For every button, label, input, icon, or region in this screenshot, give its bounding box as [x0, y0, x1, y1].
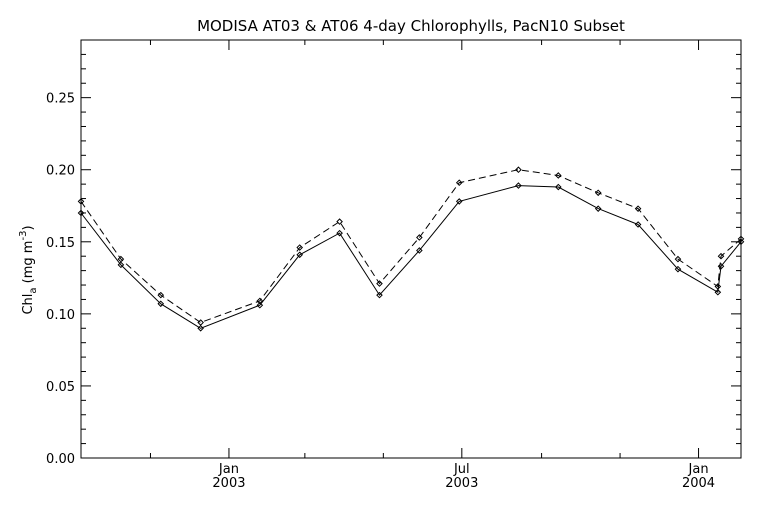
series-line-2: [80, 169, 742, 324]
series-1-marker: [634, 221, 642, 228]
series-2-marker: [717, 252, 725, 260]
series-1-marker: [714, 288, 722, 296]
y-axis-label: Chla (mg m-3): [18, 225, 39, 314]
series-2-marker: [197, 319, 204, 326]
y-axis-label-base: Chl: [21, 294, 36, 315]
series-2-marker: [296, 244, 304, 251]
y-tick-label: 0.05: [46, 380, 75, 395]
plot-frame: [80, 39, 742, 459]
series-2-marker: [256, 297, 264, 305]
x-tick-label-month: Jan: [218, 462, 239, 477]
series-layer: [77, 166, 745, 332]
series-2-marker: [157, 291, 165, 299]
y-axis-label-subscript: a: [28, 287, 39, 293]
series-1-marker: [555, 183, 562, 191]
y-axis-label-units-open: (mg m: [21, 241, 36, 288]
series-1-marker: [117, 261, 125, 269]
series-2-marker: [376, 280, 383, 287]
y-tick-label: 0.15: [46, 236, 75, 251]
y-tick-label: 0.10: [46, 308, 75, 323]
series-1-marker: [674, 265, 682, 273]
series-1-marker: [594, 205, 602, 212]
series-1-marker: [455, 198, 463, 205]
x-tick-label-month: Jan: [688, 462, 709, 477]
x-tick-label-year: 2003: [212, 476, 245, 491]
series-1-marker: [717, 262, 725, 270]
series-1-marker: [515, 182, 522, 189]
y-tick-label: 0.25: [46, 92, 75, 107]
series-1-marker: [376, 291, 383, 299]
series-line-1: [80, 185, 742, 329]
series-2-marker: [455, 179, 463, 187]
series-1-marker: [197, 324, 204, 332]
series-1-marker: [416, 247, 423, 254]
series-2-marker: [634, 205, 642, 212]
series-1-marker: [157, 300, 165, 308]
x-tick-label-month: Jul: [453, 462, 470, 477]
y-ticks: 0.00 0.05 0.10 0.15 0.20 0.25: [46, 39, 741, 467]
series-2-marker: [77, 198, 85, 205]
series-2-marker: [555, 172, 562, 179]
series-2-marker: [515, 166, 522, 174]
series-1-marker: [336, 229, 343, 237]
y-tick-label: 0.20: [46, 164, 75, 179]
x-tick-label-year: 2004: [682, 476, 715, 491]
x-tick-label-year: 2003: [445, 476, 478, 491]
series-1-marker: [256, 301, 264, 309]
series-1-marker: [77, 209, 85, 217]
series-1-marker: [296, 251, 304, 259]
series-2-marker: [737, 235, 745, 243]
y-tick-label: 0.00: [46, 452, 75, 467]
chart-title: MODISA AT03 & AT06 4-day Chlorophylls, P…: [197, 17, 625, 35]
series-2-marker: [714, 283, 722, 290]
series-2-marker: [416, 234, 423, 241]
y-axis-label-superscript: -3: [18, 231, 29, 241]
svg-text:Chla (mg m-3): Chla (mg m-3): [18, 225, 39, 314]
series-2-marker: [674, 255, 682, 263]
series-2-marker: [117, 255, 125, 263]
series-2-marker: [594, 189, 602, 197]
y-axis-label-units-close: ): [21, 225, 36, 230]
series-2-marker: [336, 218, 343, 225]
